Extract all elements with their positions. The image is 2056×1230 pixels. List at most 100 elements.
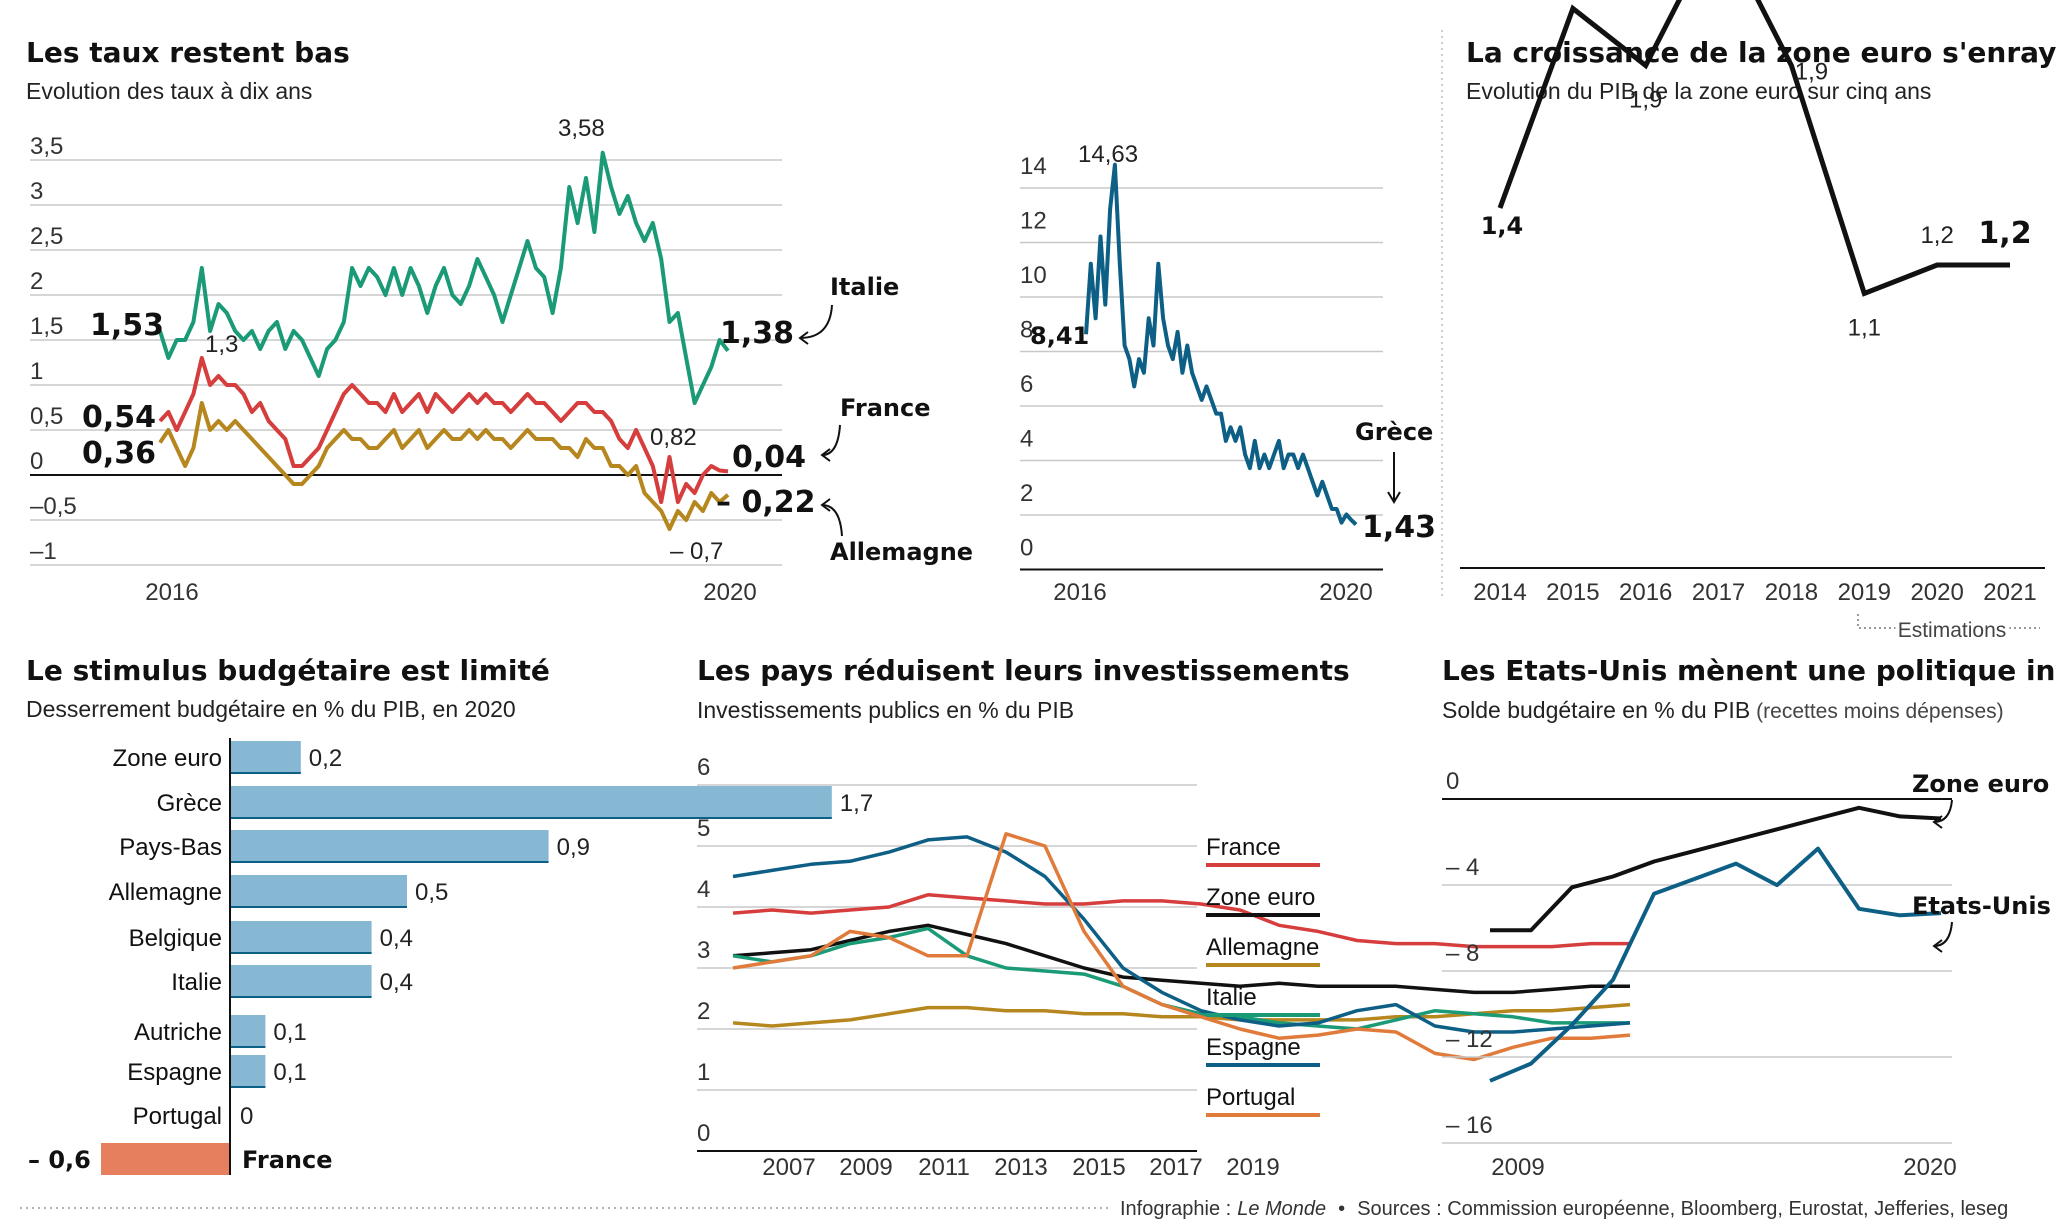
taux-ytick: 3 <box>30 178 43 205</box>
invest-xtick: 2017 <box>1149 1154 1202 1181</box>
france-arrow <box>821 424 841 456</box>
eu-lines <box>1489 805 1942 1083</box>
taux-line-allemagne <box>158 401 730 531</box>
grece-xtick-2020: 2020 <box>1319 579 1372 606</box>
stimulus-chart: 0,2 Zone euro 1,7 Grèce 0,9 Pays-Bas 0,5 Allema… <box>28 738 873 1175</box>
stimulus-bar <box>230 965 372 997</box>
invest-legend: France Zone euro Allemagne Italie Espagne Por… <box>1206 834 1320 1117</box>
stimulus-bar <box>230 921 372 953</box>
eu-ytick: – 8 <box>1446 940 1479 967</box>
grece-ytick: 12 <box>1020 208 1047 235</box>
croissance-xtick: 2020 <box>1910 579 1963 606</box>
invest-lines <box>732 832 1631 1062</box>
invest-line-espagne <box>732 835 1631 1034</box>
france-end-label: 0,04 <box>732 440 806 475</box>
italie-start-label: 1,53 <box>90 308 164 343</box>
taux-ytick: 0,5 <box>30 403 63 430</box>
invest-xtick: 2011 <box>918 1154 970 1181</box>
stimulus-value-label: 0,1 <box>273 1059 306 1086</box>
stimulus-bar <box>230 1015 266 1047</box>
invest-ytick: 6 <box>697 754 710 781</box>
stimulus-category-label: Portugal <box>133 1103 222 1130</box>
croissance-xtick: 2015 <box>1546 579 1599 606</box>
stimulus-value-label: 1,7 <box>840 790 873 817</box>
italie-arrowhead <box>798 331 809 345</box>
eu-line-etats-unis <box>1489 846 1942 1083</box>
invest-xtick: 2019 <box>1226 1154 1279 1181</box>
invest-xtick: 2007 <box>762 1154 815 1181</box>
taux-ytick: 1,5 <box>30 313 63 340</box>
invest-legend-label: Zone euro <box>1206 884 1315 911</box>
italie-end-label: 1,38 <box>720 316 794 351</box>
invest-legend-label: Portugal <box>1206 1084 1295 1111</box>
invest-ytick: 5 <box>697 815 710 842</box>
croissance-value-label: 1,9 <box>1629 87 1662 114</box>
invest-line-italie <box>732 926 1630 1031</box>
invest-ytick: 3 <box>697 937 710 964</box>
invest-title: Les pays réduisent leurs investissements <box>697 654 1350 687</box>
invest-line-france <box>732 893 1630 949</box>
taux-ytick: –0,5 <box>30 493 77 520</box>
invest-legend-label: Italie <box>1206 984 1257 1011</box>
invest-xtick: 2009 <box>839 1154 892 1181</box>
italie-arrow <box>799 304 833 339</box>
stimulus-value-label: 0,9 <box>557 834 590 861</box>
invest-line-zone-euro <box>732 923 1630 995</box>
invest-ytick: 1 <box>697 1059 710 1086</box>
stimulus-title: Le stimulus budgétaire est limité <box>26 654 550 687</box>
taux-line-france <box>158 356 729 504</box>
etats-unis-arrowhead <box>1932 939 1943 953</box>
invest-legend-label: Allemagne <box>1206 934 1319 961</box>
grece-high-label: 14,63 <box>1078 141 1138 168</box>
france-high-label: 1,3 <box>205 331 238 358</box>
croissance-xtick: 2014 <box>1473 579 1526 606</box>
eu-ytick: – 16 <box>1446 1112 1493 1139</box>
legend-allemagne: Allemagne <box>830 538 973 566</box>
stimulus-value-label: 0,4 <box>380 925 413 952</box>
stimulus-category-label: Zone euro <box>113 745 222 772</box>
taux-grid: 3,5 3 2,5 2 1,5 1 0,5 0 –0,5 –1 <box>30 133 782 566</box>
croissance-title: La croissance de la zone euro s'enraye <box>1466 36 2056 69</box>
grece-ytick: 10 <box>1020 262 1047 289</box>
allemagne-start-label: 0,36 <box>82 436 156 471</box>
croissance-value-label: 1,2 <box>1978 216 2031 251</box>
taux-line-italie <box>158 150 730 405</box>
stimulus-bar <box>230 741 301 773</box>
grece-xtick-2016: 2016 <box>1053 579 1106 606</box>
grece-ytick: 14 <box>1020 153 1047 180</box>
invest-legend-label: Espagne <box>1206 1034 1301 1061</box>
footer: Infographie : Le Monde • Sources : Commissi… <box>20 1198 2008 1220</box>
grece-grid: 14 12 10 8 6 4 2 0 <box>1020 153 1383 571</box>
grece-arrowhead <box>1387 491 1401 504</box>
credit-source: Le Monde <box>1237 1198 1326 1220</box>
stimulus-bar-negative <box>101 1143 230 1175</box>
zone-euro-arrowhead <box>1932 815 1943 829</box>
panel-investissements: Les pays réduisent leurs investissements… <box>697 654 1631 1181</box>
croissance-xtick: 2021 <box>1983 579 2036 606</box>
stimulus-category-label: France <box>242 1146 332 1174</box>
taux-title: Les taux restent bas <box>26 36 350 69</box>
etats-unis-arrow <box>1933 921 1953 947</box>
taux-ytick: 2,5 <box>30 223 63 250</box>
estimations-label: Estimations <box>1898 619 2007 642</box>
taux-lines <box>158 150 730 531</box>
croissance-xtick: 2019 <box>1838 579 1891 606</box>
stimulus-bar <box>230 786 832 818</box>
croissance-line <box>1497 0 2010 297</box>
footer-bullet: • <box>1338 1198 1345 1220</box>
taux-ytick: 2 <box>30 268 43 295</box>
taux-ytick: 3,5 <box>30 133 63 160</box>
stimulus-category-label: Allemagne <box>109 879 222 906</box>
credit-prefix: Infographie : <box>1120 1198 1231 1220</box>
taux-xtick-2020: 2020 <box>703 579 756 606</box>
france-mid-label: 0,82 <box>650 424 697 451</box>
allemagne-low-label: – 0,7 <box>670 538 723 565</box>
legend-france: France <box>840 394 930 422</box>
legend-etats-unis: Etats-Unis <box>1912 892 2051 920</box>
croissance-xtick: 2016 <box>1619 579 1672 606</box>
grece-ytick: 2 <box>1020 480 1033 507</box>
stimulus-value-label: 0,4 <box>380 969 413 996</box>
croissance-chart: 1,42,11,92,41,91,11,21,22014201520162017… <box>1473 0 2037 606</box>
croissance-value-label: 1,1 <box>1848 315 1881 342</box>
stimulus-subtitle: Desserrement budgétaire en % du PIB, en … <box>26 696 516 722</box>
